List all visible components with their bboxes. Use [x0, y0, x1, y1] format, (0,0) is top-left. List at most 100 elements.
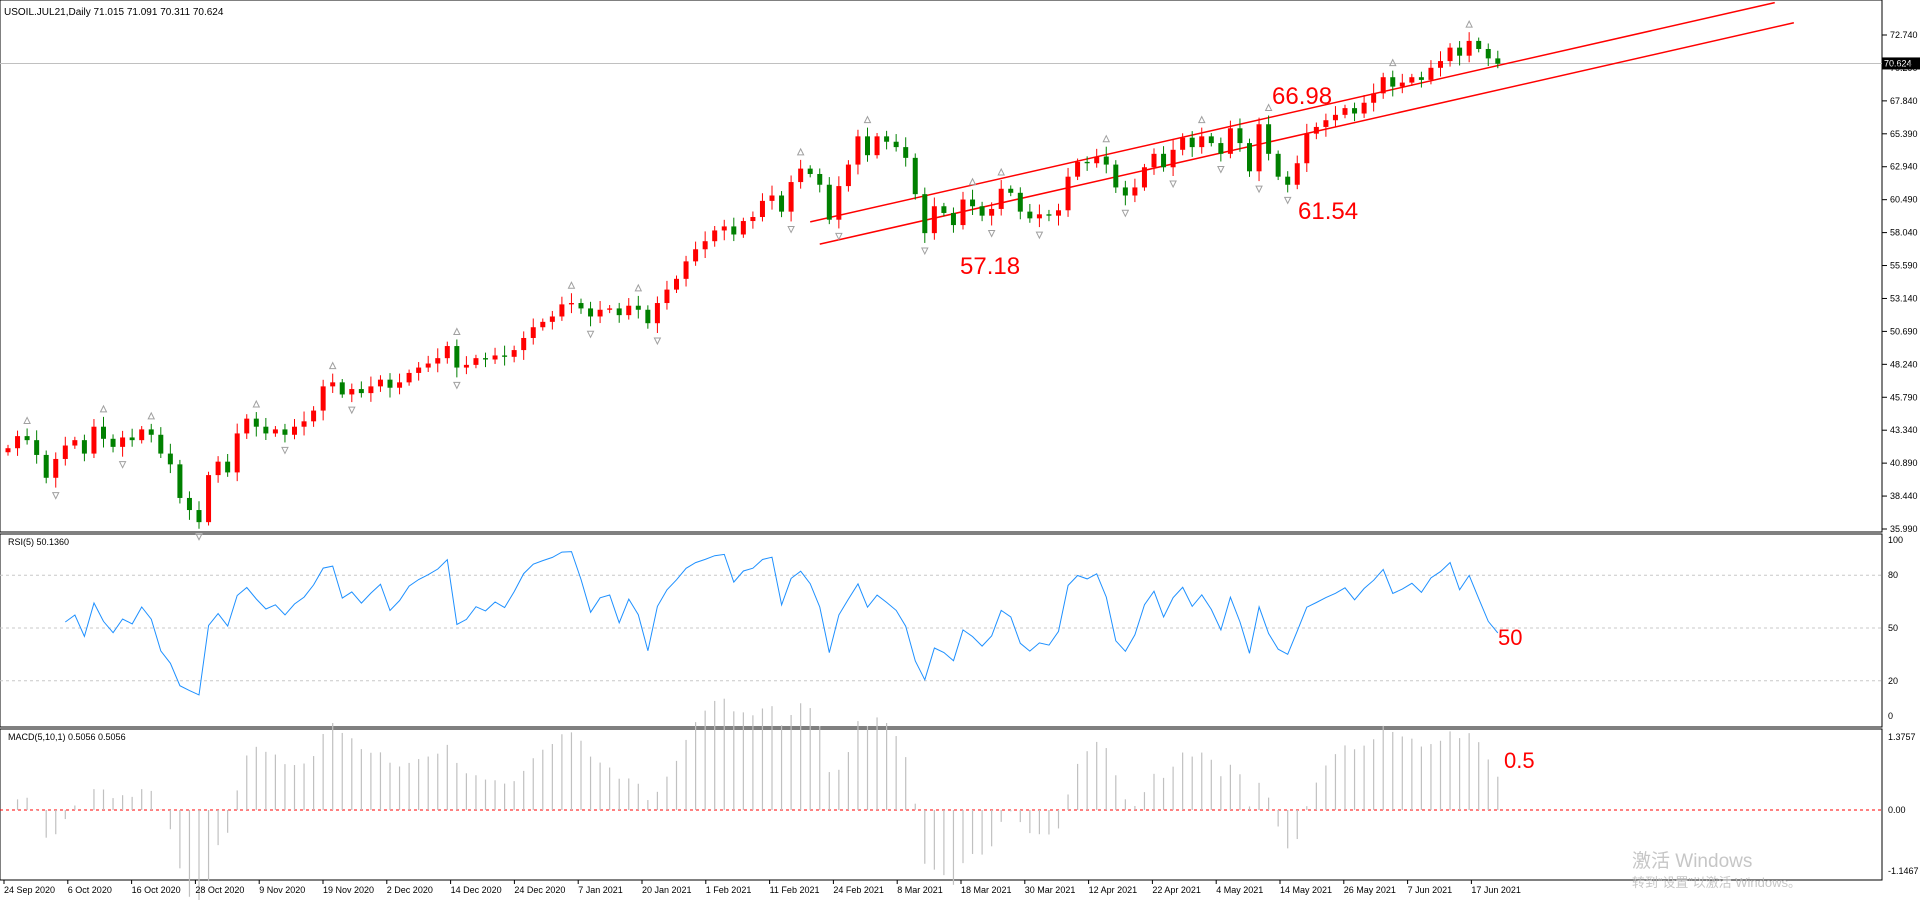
candle-body	[282, 429, 288, 435]
macd-pane[interactable]	[0, 728, 1883, 881]
candle-body	[368, 386, 374, 394]
candle-body	[186, 497, 192, 511]
candle-body	[788, 182, 794, 212]
candle-body	[1075, 161, 1081, 177]
candle-body	[1466, 40, 1472, 56]
rsi-tick-label: 100	[1888, 535, 1903, 545]
date-tick-label: 14 Dec 2020	[451, 885, 502, 895]
candle-body	[330, 382, 336, 387]
candle-body	[110, 438, 116, 447]
fractal-down-icon	[347, 406, 356, 415]
candle-body	[1275, 153, 1281, 177]
fractal-down-icon	[453, 381, 461, 390]
candle-body	[311, 410, 317, 422]
price-pane[interactable]	[0, 0, 1883, 533]
price-tick-label: 72.740	[1890, 30, 1918, 40]
fractal-down-icon	[118, 461, 127, 469]
price-tick-label: 43.340	[1890, 425, 1918, 435]
candle-body	[645, 309, 651, 324]
fractal-up-icon	[796, 147, 805, 156]
candle-body	[139, 429, 145, 441]
candle-body	[578, 303, 584, 309]
fractal-down-icon	[586, 330, 595, 339]
date-axis: 24 Sep 2020 6 Oct 2020 16 Oct 2020 28 Oct 2…	[3, 880, 1521, 895]
candle-body	[540, 321, 546, 328]
candle-body	[998, 188, 1004, 209]
candle-body	[43, 454, 49, 478]
candle-body	[416, 367, 422, 373]
candle-body	[607, 308, 613, 310]
candle-body	[1409, 77, 1415, 83]
candle-body	[225, 461, 231, 473]
candle-body	[358, 389, 364, 394]
rsi-pane[interactable]	[0, 533, 1883, 728]
candle-body	[1285, 176, 1291, 185]
candle-body	[72, 440, 78, 446]
candle-body	[826, 184, 832, 220]
rsi-indicator: 100 80 50 20 0	[0, 535, 1903, 721]
candle-body	[1399, 82, 1405, 87]
date-tick-label: 11 Feb 2021	[770, 885, 820, 895]
candle-body	[215, 461, 221, 476]
candle-body	[454, 346, 460, 368]
price-tick-label: 35.990	[1890, 524, 1918, 534]
candle-body	[769, 195, 775, 201]
fractal-down-icon	[1255, 185, 1263, 194]
watermark-subtitle: 转到“设置”以激活 Windows。	[1632, 875, 1801, 890]
price-tick-label: 58.040	[1890, 228, 1918, 238]
fractal-down-icon	[1169, 180, 1177, 189]
candle-body	[712, 230, 718, 242]
price-tick-label: 55.590	[1890, 261, 1918, 271]
candle-body	[779, 195, 785, 212]
candle-body	[483, 358, 488, 360]
fractal-up-icon	[634, 283, 643, 292]
candle-body	[549, 316, 555, 322]
candle-body	[53, 458, 59, 478]
price-tick-label: 67.840	[1890, 96, 1918, 106]
price-tick-label: 38.440	[1890, 491, 1918, 501]
candle-body	[1457, 47, 1463, 56]
candle-body	[148, 429, 154, 435]
candle-body	[1027, 211, 1033, 219]
fractal-up-icon	[1388, 58, 1397, 67]
candle-body	[1132, 187, 1138, 196]
candle-body	[81, 440, 87, 454]
price-tick-label: 60.490	[1890, 195, 1918, 205]
candle-body	[101, 426, 106, 439]
date-tick-label: 24 Dec 2020	[514, 885, 565, 895]
candle-body	[1294, 163, 1300, 185]
candle-body	[502, 355, 508, 357]
candle-body	[884, 136, 890, 142]
candle-body	[158, 434, 164, 454]
annotation-rsi-50: 50	[1498, 625, 1522, 650]
current-price-label: 70.624	[1884, 58, 1912, 68]
candle-body	[1428, 67, 1434, 80]
candle-body	[1438, 61, 1443, 68]
fractal-down-icon	[281, 446, 289, 455]
price-tick-label: 62.940	[1890, 162, 1918, 172]
fractal-up-icon	[99, 404, 108, 413]
fractal-up-icon	[23, 416, 31, 424]
fractal-down-icon	[195, 533, 203, 541]
candle-body	[244, 418, 250, 434]
candle-body	[931, 206, 937, 234]
candle-body	[301, 421, 307, 427]
date-tick-label: 4 May 2021	[1216, 885, 1263, 895]
fractal-up-icon	[1102, 134, 1111, 143]
date-tick-label: 7 Jan 2021	[578, 885, 623, 895]
candle-body	[989, 208, 995, 216]
fractal-up-icon	[1264, 103, 1273, 112]
candle-body	[1161, 153, 1167, 168]
candle-body	[1332, 114, 1338, 121]
price-axis: 72.740 70.290 67.840 65.390 62.940 60.490 58.0…	[1882, 30, 1918, 534]
candle-body	[903, 147, 909, 158]
annotation-low-1: 57.18	[960, 253, 1020, 280]
candle-body	[970, 199, 976, 207]
fractal-up-icon	[1197, 115, 1206, 124]
candle-body	[1371, 93, 1377, 103]
candle-body	[435, 358, 441, 364]
candle-body	[263, 426, 269, 434]
date-tick-label: 30 Mar 2021	[1025, 885, 1076, 895]
candle-body	[1266, 124, 1272, 154]
